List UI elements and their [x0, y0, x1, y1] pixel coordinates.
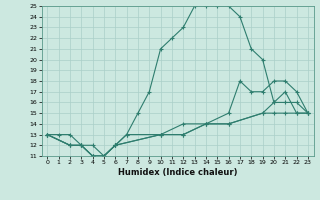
X-axis label: Humidex (Indice chaleur): Humidex (Indice chaleur): [118, 168, 237, 177]
